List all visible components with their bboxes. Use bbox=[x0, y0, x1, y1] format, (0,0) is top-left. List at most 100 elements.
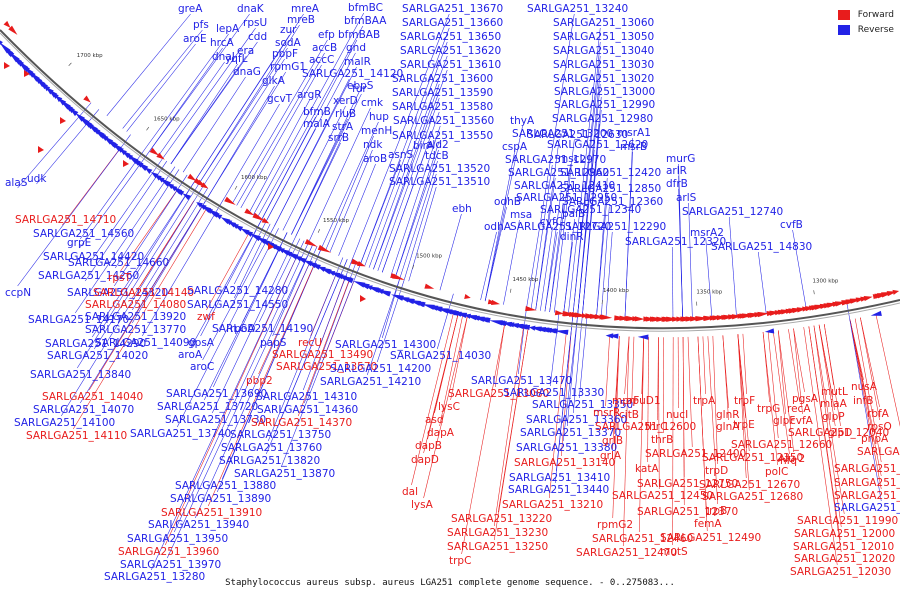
gene-label: SARLGA251_14560 bbox=[33, 228, 134, 240]
forward-gene-arrow bbox=[356, 261, 366, 267]
reverse-gene-arrow bbox=[463, 313, 472, 319]
connector-line bbox=[325, 135, 374, 251]
gene-label: udk bbox=[27, 173, 47, 185]
gene-label: SARLGA251_13560 bbox=[393, 115, 494, 127]
forward-gene-arrow bbox=[757, 311, 770, 318]
gene-label: malR bbox=[344, 56, 371, 68]
forward-gene-arrow bbox=[626, 315, 639, 322]
gene-label: SARLGA251_12320 bbox=[625, 236, 726, 248]
gene-label: efp bbox=[318, 29, 335, 41]
reverse-gene-arrow bbox=[870, 310, 882, 316]
connector-line bbox=[190, 219, 263, 349]
connector-line bbox=[90, 158, 164, 263]
gene-label: SARLGA251_12410 bbox=[514, 180, 615, 192]
forward-gene-arrow bbox=[392, 273, 405, 280]
connector-line bbox=[158, 61, 225, 156]
connector-line bbox=[85, 160, 168, 282]
connector-line bbox=[697, 336, 708, 532]
connector-line bbox=[132, 187, 208, 311]
gene-label: srrB bbox=[328, 132, 349, 144]
connector-line bbox=[849, 319, 882, 490]
connector-line bbox=[73, 208, 207, 430]
connector-line bbox=[582, 123, 600, 316]
gene-label: nucI bbox=[666, 409, 688, 421]
gene-label: SARLGA251_14190 bbox=[212, 323, 313, 335]
connector-line bbox=[860, 317, 880, 421]
gene-label: SARLGA251_11990 bbox=[797, 515, 898, 527]
connector-line bbox=[202, 225, 275, 361]
gene-label: SARLGA251_13380 bbox=[516, 442, 617, 454]
forward-gene-arrow bbox=[490, 299, 500, 305]
gene-label: SARLGA251_14170 bbox=[28, 314, 129, 326]
gene-label: femA bbox=[694, 518, 722, 530]
connector-line bbox=[216, 248, 322, 493]
gene-label: accB bbox=[312, 42, 337, 54]
connector-line bbox=[377, 97, 440, 271]
reverse-gene-arrow bbox=[215, 214, 223, 220]
reverse-gene-arrow bbox=[248, 232, 262, 242]
gene-label: SARLGA251_13820 bbox=[219, 455, 320, 467]
gene-label: pfs bbox=[193, 19, 209, 31]
reverse-gene-arrow bbox=[182, 193, 191, 201]
gene-label: trpG bbox=[757, 403, 780, 415]
forward-gene-arrow bbox=[304, 239, 318, 247]
connector-line bbox=[261, 116, 316, 220]
legend-item-reverse: Reverse bbox=[837, 22, 894, 37]
gene-label: alaS bbox=[5, 177, 28, 189]
gene-label: SARLGA251_13650 bbox=[400, 31, 501, 43]
gene-label: glnA bbox=[716, 421, 740, 433]
reverse-gene-arrow bbox=[506, 322, 515, 328]
gene-label: birA bbox=[413, 140, 435, 152]
connector-line bbox=[624, 336, 630, 395]
reverse-gene-arrow bbox=[499, 320, 507, 327]
connector-line bbox=[818, 324, 836, 427]
reverse-gene-arrow bbox=[480, 317, 491, 324]
gene-label: SARLGA251_14210 bbox=[320, 376, 421, 388]
connector-line bbox=[200, 219, 263, 337]
gene-label: SARLGA251_13360 bbox=[526, 414, 627, 426]
connector-line bbox=[860, 317, 880, 408]
reverse-gene-arrow bbox=[390, 294, 404, 301]
reverse-gene-arrow bbox=[411, 300, 425, 307]
forward-gene-arrow bbox=[261, 217, 270, 224]
gene-label: SARLGA251_12680 bbox=[702, 491, 803, 503]
connector-line bbox=[240, 64, 322, 209]
gene-label: arlS bbox=[676, 192, 697, 204]
connector-line bbox=[204, 232, 288, 401]
reverse-gene-arrow bbox=[176, 189, 185, 196]
gene-label: msrB bbox=[620, 141, 647, 153]
connector-line bbox=[170, 63, 238, 165]
genome-backbone-arc bbox=[0, 29, 900, 330]
gene-label: mreA bbox=[291, 3, 320, 15]
connector-line bbox=[638, 337, 644, 533]
connector-line bbox=[75, 166, 176, 314]
gene-label: SARLGA251_13950 bbox=[127, 533, 228, 545]
gene-label: SARLGA251_14420 bbox=[43, 251, 144, 263]
forward-gene-arrow bbox=[4, 62, 10, 69]
gene-label: rbfA bbox=[867, 408, 890, 420]
connector-line bbox=[351, 13, 450, 262]
gene-label: grpE bbox=[67, 237, 91, 249]
reverse-gene-arrow bbox=[453, 312, 468, 318]
connector-line bbox=[568, 27, 601, 315]
gene-label: SARLGA251_13140 bbox=[514, 457, 615, 469]
gene-label: dfrB bbox=[666, 178, 688, 190]
gene-label: rpsO bbox=[867, 421, 892, 433]
connector-line bbox=[503, 219, 520, 305]
connector-line bbox=[211, 71, 286, 191]
gene-label: SARLGA251_12740 bbox=[682, 206, 783, 218]
forward-gene-arrow bbox=[200, 182, 209, 189]
connector-line bbox=[366, 278, 401, 376]
connector-line bbox=[813, 325, 842, 528]
gene-label: SARLGA251_14140 bbox=[93, 287, 194, 299]
gene-label: mutL bbox=[821, 386, 848, 398]
forward-gene-arrow bbox=[695, 316, 710, 322]
gene-label: trpF bbox=[734, 395, 755, 407]
connector-line bbox=[493, 327, 529, 541]
connector-line bbox=[376, 279, 405, 363]
gene-label: SARLGA251_13870 bbox=[234, 468, 335, 480]
gene-label: cvfA bbox=[790, 415, 814, 427]
gene-label: SARLGA251_12990 bbox=[554, 99, 655, 111]
connector-line bbox=[194, 246, 318, 519]
gene-label: mscL bbox=[558, 153, 585, 165]
